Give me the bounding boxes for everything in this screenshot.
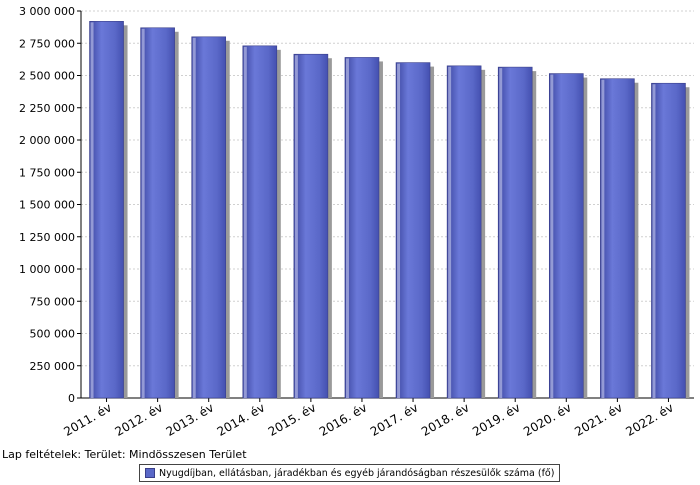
y-tick-label: 1 250 000 bbox=[19, 231, 75, 244]
x-tick-label: 2012. év bbox=[113, 400, 166, 438]
bar bbox=[344, 57, 380, 399]
y-tick-label: 1 000 000 bbox=[19, 263, 75, 276]
bar-highlight bbox=[601, 79, 605, 398]
bar-highlight bbox=[499, 68, 503, 399]
bar bbox=[242, 45, 278, 399]
y-tick-label: 3 000 000 bbox=[19, 5, 75, 18]
y-tick-label: 0 bbox=[68, 392, 75, 405]
x-tick-label: 2021. év bbox=[572, 400, 625, 438]
bar-highlight bbox=[192, 37, 196, 399]
bar bbox=[600, 78, 635, 399]
y-tick-label: 250 000 bbox=[30, 360, 76, 373]
x-tick-label: 2016. év bbox=[317, 400, 370, 438]
y-tick-label: 750 000 bbox=[30, 295, 76, 308]
y-tick-label: 1 500 000 bbox=[19, 199, 75, 212]
bar-highlight bbox=[90, 22, 94, 398]
y-tick-label: 2 750 000 bbox=[19, 37, 75, 50]
bars bbox=[89, 21, 690, 399]
legend-swatch bbox=[145, 468, 155, 478]
bar-highlight bbox=[448, 66, 452, 398]
bar bbox=[293, 53, 329, 399]
legend-label: Nyugdíjban, ellátásban, járadékban és eg… bbox=[159, 467, 555, 479]
x-tick-label: 2019. év bbox=[470, 400, 523, 438]
bar bbox=[140, 27, 175, 399]
y-tick-label: 2 500 000 bbox=[19, 70, 75, 83]
y-tick-label: 2 000 000 bbox=[19, 134, 75, 147]
x-tick-label: 2017. év bbox=[368, 400, 421, 438]
bar bbox=[651, 82, 686, 399]
axes bbox=[77, 10, 694, 402]
bar-highlight bbox=[652, 84, 656, 399]
bar bbox=[395, 62, 431, 399]
bar bbox=[446, 65, 482, 399]
bar bbox=[191, 36, 227, 399]
bar-highlight bbox=[550, 74, 554, 398]
x-tick-label: 2022. év bbox=[623, 400, 676, 438]
x-tick-label: 2013. év bbox=[164, 400, 217, 438]
bar-highlight bbox=[397, 63, 401, 398]
x-tick-label: 2018. év bbox=[419, 400, 472, 438]
bar-highlight bbox=[141, 28, 145, 399]
x-tick-label: 2020. év bbox=[521, 400, 574, 438]
x-tick-label: 2011. év bbox=[61, 400, 114, 438]
bar-highlight bbox=[243, 46, 247, 399]
bar bbox=[89, 21, 124, 399]
x-tick-label: 2015. év bbox=[266, 400, 319, 438]
bar-highlight bbox=[345, 58, 349, 398]
y-tick-label: 500 000 bbox=[30, 328, 76, 341]
y-tick-label: 2 250 000 bbox=[19, 102, 75, 115]
filter-conditions: Lap feltételek: Terület: Mindösszesen Te… bbox=[2, 448, 247, 461]
bar-highlight bbox=[294, 55, 298, 399]
bar bbox=[497, 66, 533, 399]
bar bbox=[548, 73, 584, 399]
x-tick-label: 2014. év bbox=[215, 400, 268, 438]
legend: Nyugdíjban, ellátásban, járadékban és eg… bbox=[139, 464, 561, 482]
y-tick-label: 1 750 000 bbox=[19, 166, 75, 179]
